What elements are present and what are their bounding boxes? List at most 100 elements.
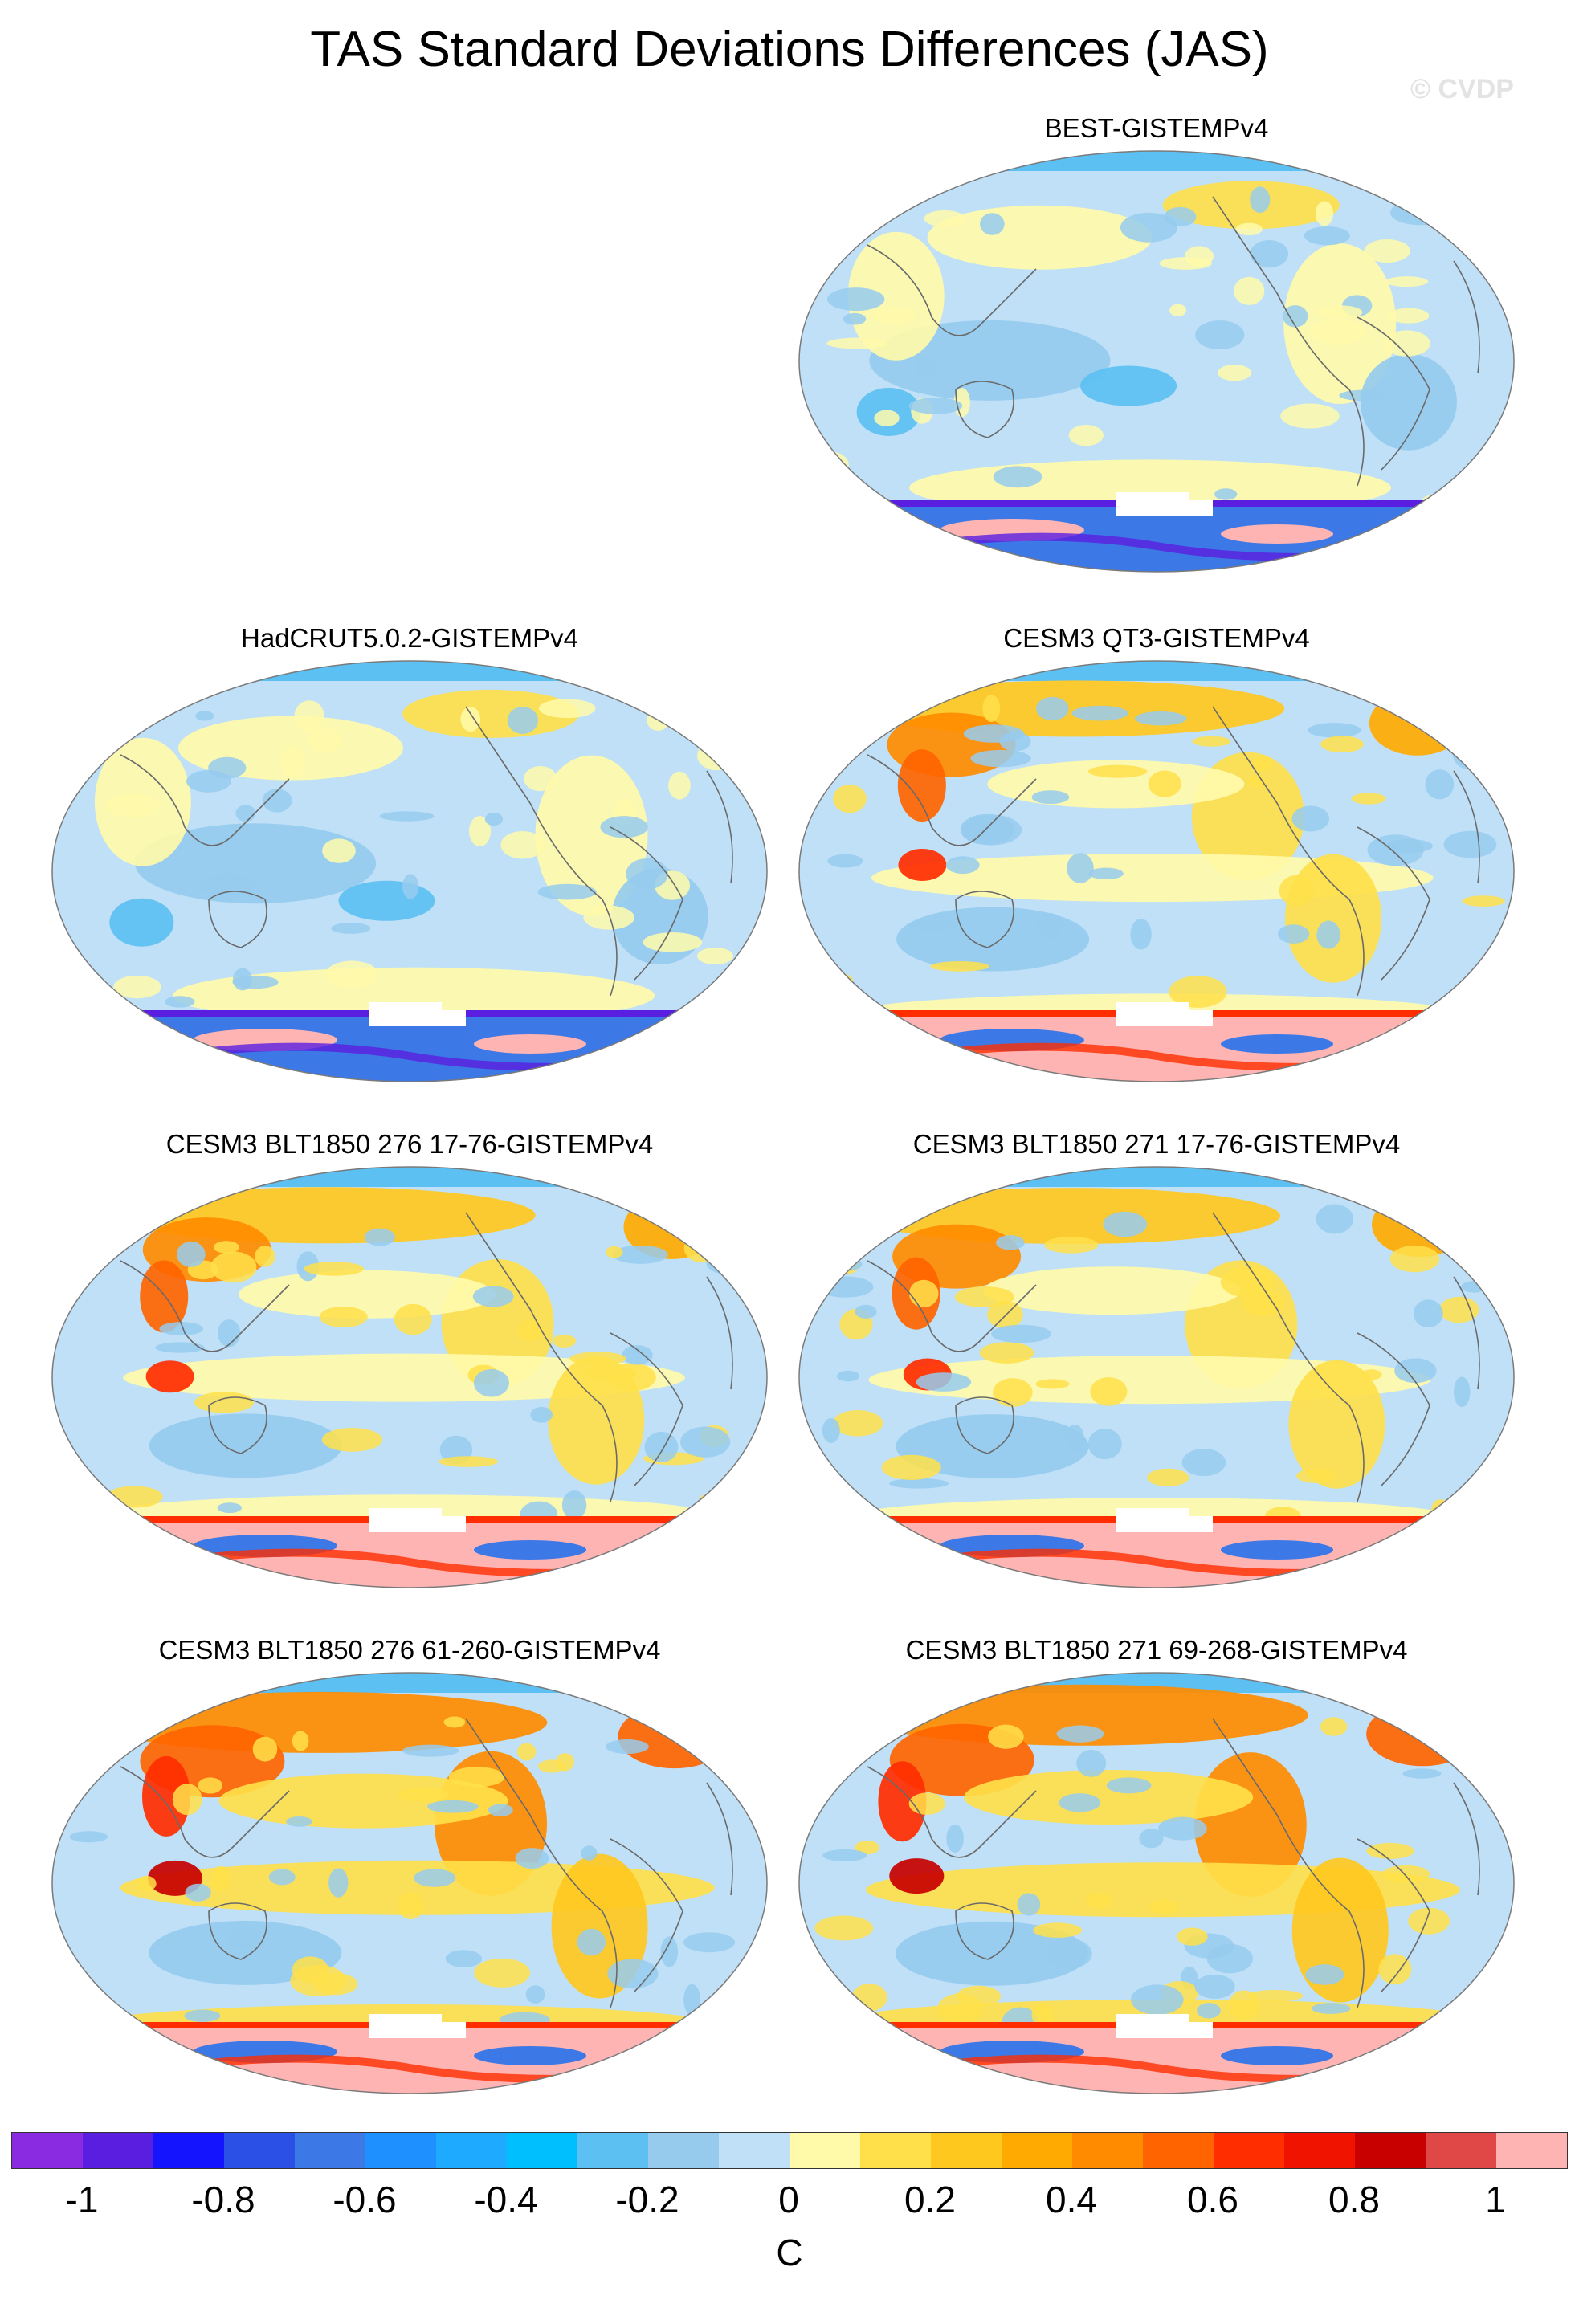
anomaly-patch: [142, 1755, 191, 1837]
anomaly-patch: [644, 1431, 679, 1462]
anomaly-patch: [1291, 805, 1330, 832]
anomaly-patch: [569, 1352, 626, 1366]
anomaly-patch: [235, 805, 256, 822]
anomaly-patch: [113, 975, 161, 999]
anomaly-patch: [881, 1454, 941, 1480]
anomaly-patch: [473, 1368, 509, 1397]
anomaly-patch: [916, 1372, 972, 1392]
colorbar-swatch: [1214, 2133, 1284, 2168]
anomaly-patch: [1288, 1360, 1385, 1489]
map-outline: [798, 1672, 1515, 2094]
americas-coastline: [1212, 1212, 1365, 1502]
anomaly-patch: [1159, 257, 1212, 270]
colorbar-swatch: [860, 2133, 931, 2168]
anomaly-patch: [991, 1324, 1051, 1343]
anomaly-patch: [1059, 1793, 1101, 1812]
anomaly-patch: [445, 1950, 483, 1968]
anomaly-patch: [556, 1753, 575, 1772]
anomaly-patch: [993, 1378, 1033, 1407]
anomaly-patch: [1305, 1964, 1344, 1985]
anomaly-patch: [1220, 1266, 1275, 1298]
anomaly-patch: [1194, 1974, 1235, 1999]
colorbar-tick-label: -1: [65, 2179, 99, 2220]
anomaly-patch: [402, 1744, 459, 1757]
anomaly-patch: [136, 1875, 157, 1892]
anomaly-patch: [312, 1973, 358, 1996]
anomaly-patch: [1316, 1204, 1354, 1234]
south-america-coastline: [610, 1332, 683, 1486]
anomaly-patch: [683, 718, 737, 732]
asia-coastline: [867, 754, 1037, 846]
anomaly-patch: [1473, 982, 1499, 1004]
antarctic-patch: [1221, 1034, 1333, 1054]
anomaly-patch: [908, 398, 963, 414]
anomaly-patch: [524, 765, 557, 792]
anomaly-patch: [338, 880, 435, 921]
anomaly-patch: [1413, 1299, 1443, 1328]
colorbar-swatch: [931, 2133, 1002, 2168]
anomaly-patch: [165, 996, 195, 1008]
anomaly-patch: [680, 1426, 731, 1458]
colorbar-tick-label: -0.2: [615, 2179, 679, 2220]
anomaly-patch: [626, 858, 668, 890]
map-panel-blt276-61-260: [51, 1672, 768, 2094]
anomaly-patch: [561, 1490, 587, 1520]
anomaly-patch: [217, 1319, 241, 1348]
anomaly-patch: [583, 905, 634, 930]
missing-data: [426, 2022, 466, 2038]
anomaly-patch: [1425, 769, 1455, 800]
anomaly-patch: [1389, 1245, 1440, 1273]
anomaly-patch: [1228, 1990, 1260, 2021]
anomaly-patch: [993, 466, 1042, 488]
anomaly-patch: [1164, 206, 1197, 227]
anomaly-patch: [535, 755, 648, 916]
colorbar-unit: C: [776, 2232, 803, 2273]
anomaly-patch: [319, 1306, 368, 1328]
anomaly-patch: [217, 1502, 243, 1514]
africa-coastline: [706, 770, 733, 884]
anomaly-patch: [210, 1251, 257, 1283]
anomaly-patch: [988, 1724, 1024, 1749]
anomaly-patch: [1106, 1777, 1152, 1794]
anomaly-patch: [199, 873, 255, 896]
anomaly-patch: [954, 1286, 1015, 1308]
anomaly-patch: [1252, 755, 1272, 772]
asia-coastline: [867, 1766, 1037, 1858]
colorbar-tick-label: 0.8: [1328, 2179, 1380, 2220]
colorbar-tick-label: -0.4: [474, 2179, 538, 2220]
anomaly-patch: [1035, 1379, 1070, 1389]
anomaly-patch: [304, 1262, 365, 1276]
anomaly-patch: [1361, 1369, 1382, 1380]
anomaly-patch: [704, 1742, 759, 1770]
anomaly-patch: [577, 1928, 606, 1956]
anomaly-patch: [106, 1486, 163, 1508]
anomaly-patch: [1130, 919, 1152, 950]
coastlines: [120, 1718, 733, 2008]
anomaly-patch: [1422, 494, 1456, 508]
australia-coastline: [955, 891, 1014, 948]
anomaly-patch: [1148, 770, 1181, 797]
map-panel-blt271-17-76: [798, 1166, 1515, 1588]
colorbar-tick-label: 0.6: [1187, 2179, 1238, 2220]
anomaly-patch: [1056, 1725, 1104, 1743]
south-america-coastline: [1357, 826, 1430, 981]
anomaly-patch: [325, 960, 379, 989]
anomaly-patch: [460, 707, 481, 732]
anomaly-patch: [530, 1406, 553, 1423]
anomaly-patch: [213, 1241, 239, 1254]
anomaly-patch: [159, 1322, 204, 1336]
colorbar: [11, 2132, 1568, 2169]
anomaly-patch: [1033, 1922, 1083, 1938]
anomaly-patch: [915, 354, 936, 379]
colorbar-swatch: [1143, 2133, 1214, 2168]
africa-coastline: [1453, 1782, 1480, 1896]
arctic-region: [988, 1167, 1325, 1187]
anomaly-patch: [1282, 305, 1308, 328]
anomaly-patch: [1067, 853, 1094, 883]
anomaly-patch: [1278, 924, 1310, 944]
anomaly-patch: [612, 1245, 668, 1264]
australia-coastline: [208, 891, 267, 948]
anomaly-patch: [516, 1743, 537, 1761]
anomaly-patch: [1135, 711, 1187, 726]
colorbar-tick-label: -0.6: [333, 2179, 397, 2220]
